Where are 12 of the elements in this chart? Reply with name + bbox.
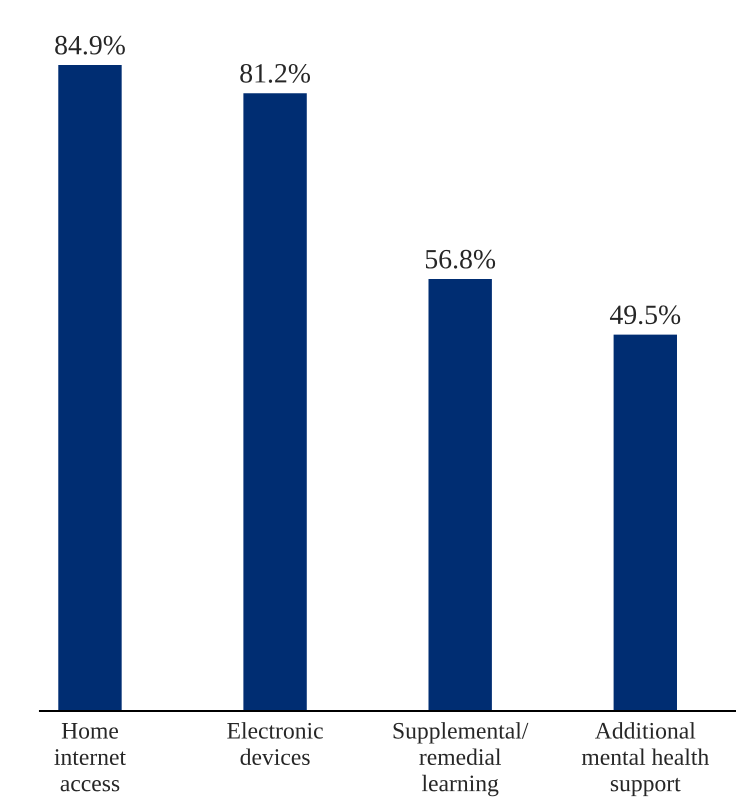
data-label: 49.5% [610, 305, 680, 324]
x-tick-label: Supplemental/ remedial learning [394, 722, 528, 796]
bar [242, 92, 308, 711]
data-label: 84.9% [55, 36, 125, 55]
data-label: 81.2% [240, 64, 310, 83]
x-tick-label: Additional mental health support [582, 722, 709, 796]
bar [612, 333, 678, 711]
bar [427, 278, 494, 711]
data-label: 56.8% [426, 250, 496, 269]
x-tick-label: Home internet access [54, 723, 126, 792]
bar [56, 64, 124, 711]
x-tick-label: Electronic devices [227, 722, 323, 766]
